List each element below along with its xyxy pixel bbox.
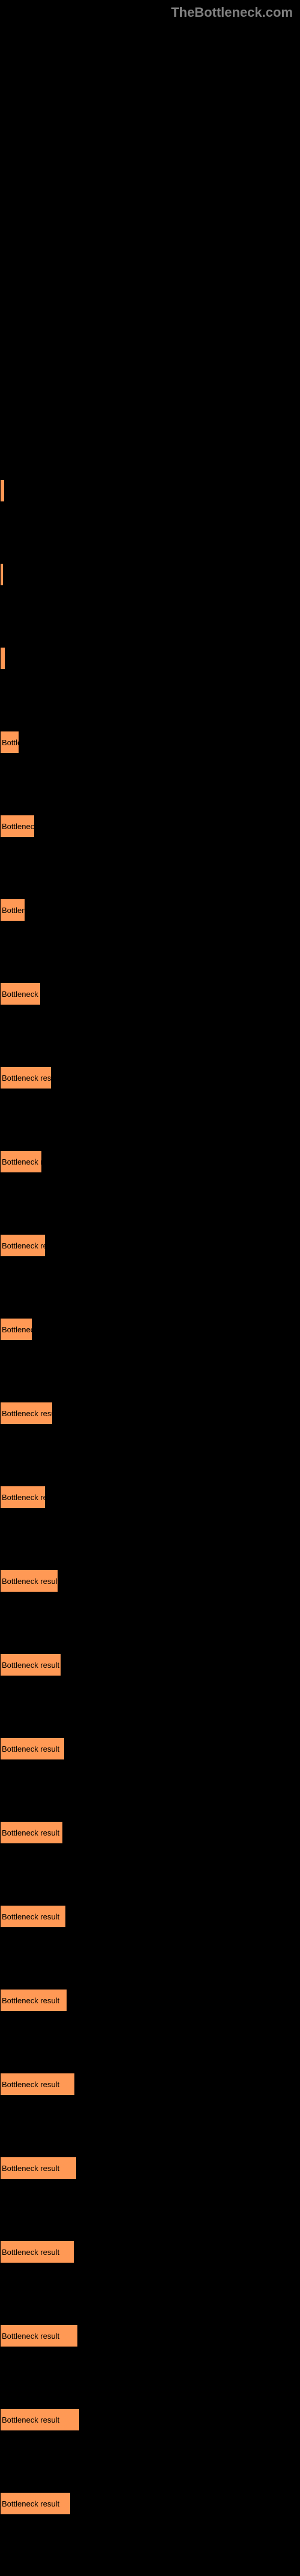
bar-row: Bottlen [0, 899, 300, 956]
bar-label: Bottleneck result [2, 1577, 58, 1586]
bar-label: Bottleneck result [2, 2080, 59, 2089]
bar-row: Bottleneck result [0, 1821, 300, 1878]
bar-row: Bottleneck resu [0, 1066, 300, 1123]
chart-bar: Bottleneck resu [0, 1066, 52, 1089]
chart-bar: Bottleneck resu [0, 1402, 53, 1425]
chart-bar: Bottleneck result [0, 1905, 66, 1928]
bar-label: Bottleneck result [2, 2248, 59, 2257]
bar-row: Bottleneck r [0, 982, 300, 1039]
chart-bar: Bottleneck result [0, 1821, 63, 1844]
bar-row: Bottleneck resu [0, 1402, 300, 1459]
chart-bar: Bottleneck re [0, 1234, 46, 1257]
bar-row: Bottleneck r [0, 1150, 300, 1207]
bar-row: Bottleneck re [0, 1486, 300, 1543]
bar-label: Bottleneck result [2, 1996, 59, 2005]
chart-bar: Bottlenec [0, 1318, 32, 1341]
bar-label: Bottleneck resu [2, 1074, 52, 1083]
bar-row: Bottleneck result [0, 1737, 300, 1794]
bar-label: Bottleneck result [2, 1828, 59, 1837]
bar-label: Bottle [2, 738, 19, 747]
bar-label: Bottleneck re [2, 1493, 46, 1502]
chart-bar: Bottle [0, 731, 19, 754]
chart-bar: Bottleneck result [0, 2073, 75, 2096]
chart-bar [0, 479, 5, 502]
bar-row: Bottleneck re [0, 1234, 300, 1291]
chart-bar: Bottleneck result [0, 2492, 71, 2515]
bar-row [0, 479, 300, 536]
bar-row: Bottleneck result [0, 2157, 300, 2214]
bar-label: Bottleneck r [2, 990, 41, 999]
bar-row: Bottleneck result [0, 1653, 300, 1710]
bar-row: Bottleneck result [0, 1905, 300, 1962]
bar-label: Bottleneck result [2, 1661, 59, 1670]
watermark: TheBottleneck.com [171, 5, 293, 20]
bar-row: Bottleneck result [0, 2073, 300, 2130]
chart-bar [0, 647, 5, 670]
bar-label: Bottleneck result [2, 2415, 59, 2424]
bar-row: Bottleneck result [0, 2408, 300, 2465]
chart-bar: Bottleneck result [0, 2157, 77, 2179]
chart-bar: Bottleneck result [0, 2408, 80, 2431]
chart-bar: Bottleneck re [0, 1486, 46, 1508]
bar-label: Bottleneck [2, 822, 35, 831]
bar-label: Bottleneck resu [2, 1409, 53, 1418]
bar-label: Bottleneck r [2, 1157, 42, 1166]
chart-bar [0, 563, 4, 586]
bar-label: Bottlenec [2, 1325, 32, 1334]
bar-row: Bottleneck result [0, 2241, 300, 2297]
bar-label: Bottleneck result [2, 1744, 59, 1753]
bar-label: Bottleneck result [2, 2499, 59, 2508]
chart-bar: Bottleneck [0, 815, 35, 837]
chart-bar: Bottlen [0, 899, 25, 921]
chart-bar: Bottleneck r [0, 1150, 42, 1173]
bar-row: Bottle [0, 731, 300, 788]
bar-chart: Bottle Bottleneck Bottlen Bottleneck r Bottl… [0, 479, 300, 2576]
bar-row: Bottlenec [0, 1318, 300, 1375]
chart-bar: Bottleneck r [0, 982, 41, 1005]
bar-label: Bottleneck result [2, 1912, 59, 1921]
bar-row: Bottleneck result [0, 2324, 300, 2381]
bar-row: Bottleneck [0, 815, 300, 872]
chart-bar: Bottleneck result [0, 1737, 65, 1760]
bar-row [0, 647, 300, 704]
chart-bar: Bottleneck result [0, 1570, 58, 1592]
chart-bar: Bottleneck result [0, 1989, 67, 2012]
chart-bar: Bottleneck result [0, 2324, 78, 2347]
bar-label: Bottleneck result [2, 2164, 59, 2173]
bar-row: Bottleneck result [0, 1989, 300, 2046]
bar-row: Bottleneck result [0, 1570, 300, 1626]
chart-bar: Bottleneck result [0, 1653, 61, 1676]
bar-label: Bottlen [2, 906, 25, 915]
bar-row: Bottleneck result [0, 2492, 300, 2549]
bar-label: Bottleneck re [2, 1241, 46, 1250]
chart-bar: Bottleneck result [0, 2241, 74, 2263]
bar-row [0, 563, 300, 620]
bar-label: Bottleneck result [2, 2332, 59, 2341]
